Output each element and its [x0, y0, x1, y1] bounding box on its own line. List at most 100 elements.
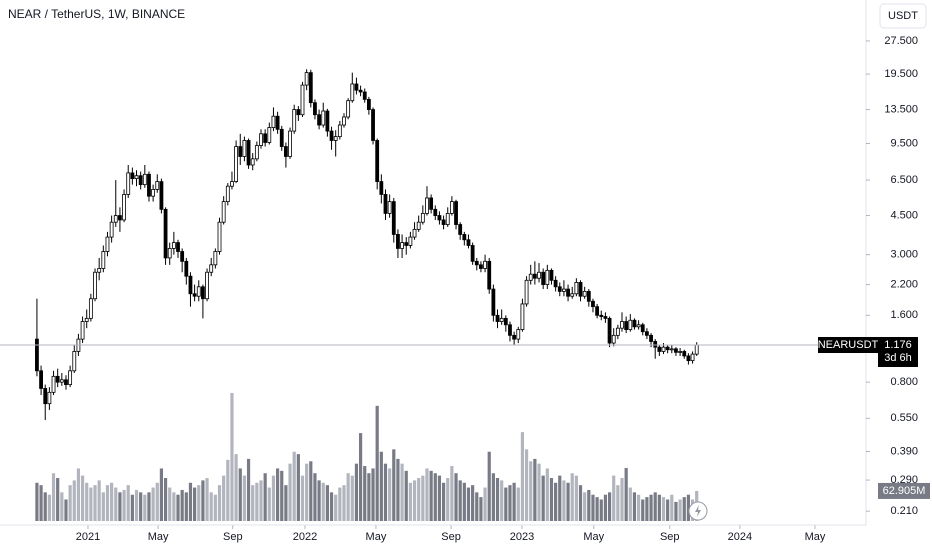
volume-bar	[64, 499, 68, 521]
volume-bar	[612, 475, 616, 521]
volume-bar	[110, 482, 114, 521]
currency-button-frame[interactable]	[879, 3, 927, 29]
volume-bar	[379, 451, 383, 521]
volume-bar	[545, 468, 549, 521]
volume-bar	[471, 485, 475, 521]
candle-body	[118, 215, 122, 221]
volume-bar	[587, 489, 591, 521]
candle-body	[159, 181, 164, 210]
volume-bar	[288, 463, 292, 521]
y-tick-label: 19.500	[884, 68, 918, 80]
candle-body	[242, 140, 247, 157]
volume-bar	[114, 487, 118, 521]
currency-button[interactable]: USDT	[879, 3, 927, 29]
volume-bar	[433, 473, 437, 521]
volume-bar	[172, 492, 176, 521]
volume-bar	[620, 478, 624, 521]
volume-bar	[354, 463, 359, 521]
volume-bar	[292, 451, 296, 521]
volume-bar	[512, 482, 516, 521]
volume-bar	[554, 482, 558, 521]
volume-badge	[878, 482, 930, 499]
volume-bar	[408, 482, 412, 521]
candle-body	[192, 293, 197, 297]
candle-body	[553, 279, 558, 288]
volume-bar	[421, 475, 425, 521]
volume-bar	[537, 463, 541, 521]
candle-body	[358, 89, 363, 93]
candle-body	[445, 213, 450, 225]
volume-bar	[280, 470, 284, 521]
y-tick-label: 0.550	[890, 412, 918, 424]
volume-bar	[466, 487, 471, 521]
candle-body	[636, 324, 641, 328]
volume-bar	[246, 458, 251, 521]
y-tick-label: 0.210	[890, 505, 918, 517]
volume-bar	[686, 494, 691, 521]
symbol-badge	[818, 337, 878, 354]
volume-bar	[628, 487, 632, 521]
volume-badge-label: 62.905M	[883, 485, 926, 497]
candle-body	[665, 346, 670, 351]
candle-body	[296, 109, 301, 116]
volume-bar	[68, 485, 72, 521]
candle-body	[437, 215, 442, 221]
candle-body	[408, 236, 413, 246]
candle-body	[134, 175, 139, 180]
volume-bar	[296, 454, 300, 521]
candle-body	[259, 133, 263, 146]
candle-body	[516, 329, 521, 340]
candle-body	[375, 140, 380, 182]
x-tick-label: May	[148, 531, 169, 543]
volume-bar	[60, 492, 64, 521]
candle-body	[321, 110, 326, 126]
volume-bar	[255, 482, 259, 521]
volume-bar	[529, 461, 533, 521]
volume-bar	[317, 480, 321, 521]
volume-bar	[118, 492, 122, 521]
volume-bar	[458, 480, 462, 521]
candle-body	[686, 355, 691, 362]
candle-body	[354, 83, 359, 91]
candle-body	[416, 221, 421, 230]
volume-bar	[350, 475, 354, 521]
price-badge	[878, 337, 918, 368]
candle-body	[674, 348, 678, 353]
volume-bar	[400, 463, 404, 521]
candle-body	[532, 273, 537, 279]
x-tick-label: 2024	[728, 531, 752, 543]
volume-bar	[168, 487, 172, 521]
candle-body	[325, 110, 330, 132]
candle-body	[607, 317, 612, 344]
candle-body	[163, 208, 168, 259]
candle-body	[645, 331, 649, 336]
volume-bar	[201, 480, 205, 521]
volume-bar	[176, 494, 180, 521]
volume-bar	[363, 466, 367, 521]
candle-body	[167, 248, 172, 259]
candle-body	[570, 293, 575, 297]
candle-body	[657, 346, 662, 352]
candle-body	[68, 370, 73, 386]
volume-bar	[404, 470, 408, 521]
volume-bar	[520, 432, 525, 521]
candle-body	[491, 288, 496, 316]
volume-bar	[595, 497, 599, 521]
currency-button-label[interactable]: USDT	[888, 10, 918, 22]
candle-body	[130, 172, 135, 180]
volume-bar	[603, 494, 608, 521]
candle-body	[209, 264, 214, 273]
volume-bar	[284, 485, 288, 521]
candle-body	[188, 275, 193, 295]
candle-body	[138, 175, 143, 186]
candle-body	[342, 116, 346, 126]
volume-bar	[329, 492, 334, 521]
candle-body	[101, 251, 106, 269]
x-tick-label: 2022	[293, 531, 317, 543]
candle-body	[503, 317, 508, 326]
volume-bar	[35, 482, 39, 521]
candle-body	[586, 290, 591, 302]
y-tick-label: 0.800	[890, 376, 918, 388]
candle-body	[574, 282, 579, 295]
axis-layer: 27.500 19.500 13.500 9.500 6.500 4.500 3.000 2.…	[0, 35, 930, 543]
